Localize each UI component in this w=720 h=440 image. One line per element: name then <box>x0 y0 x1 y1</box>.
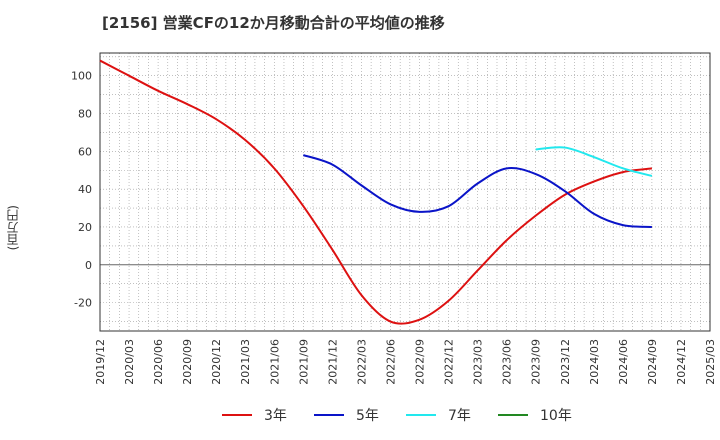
x-tick-label: 2024/03 <box>588 339 601 385</box>
chart-title: [2156] 営業CFの12か月移動合計の平均値の推移 <box>102 14 445 32</box>
x-tick-label: 2022/12 <box>443 339 456 385</box>
x-tick-label: 2021/03 <box>239 339 252 385</box>
x-tick-label: 2021/09 <box>297 339 310 385</box>
y-tick-label: 100 <box>71 70 92 83</box>
legend-label: 5年 <box>356 408 379 424</box>
x-tick-label: 2025/03 <box>704 339 717 385</box>
x-tick-label: 2022/06 <box>384 339 397 385</box>
plot-frame <box>99 52 711 332</box>
x-tick-label: 2020/09 <box>181 339 194 385</box>
legend-label: 10年 <box>540 408 572 424</box>
y-tick-label: 60 <box>78 145 92 158</box>
x-tick-label: 2023/03 <box>472 339 485 385</box>
series-line-1 <box>99 59 653 325</box>
y-tick-label: -20 <box>74 297 92 310</box>
legend-label: 7年 <box>448 408 471 424</box>
x-tick-label: 2021/12 <box>326 339 339 385</box>
x-tick-label: 2024/09 <box>646 339 659 385</box>
x-tick-label: 2019/12 <box>94 339 107 385</box>
y-tick-label: 40 <box>78 183 92 196</box>
legend-label: 3年 <box>264 408 287 424</box>
x-tick-label: 2024/12 <box>675 339 688 385</box>
x-tick-label: 2022/09 <box>414 339 427 385</box>
x-tick-label: 2023/09 <box>530 339 543 385</box>
y-tick-label: 80 <box>78 108 92 121</box>
plot-area <box>100 53 710 331</box>
x-tick-label: 2023/06 <box>501 339 514 385</box>
x-tick-label: 2024/06 <box>617 339 630 385</box>
x-tick-label: 2020/03 <box>123 339 136 385</box>
x-tick-label: 2021/06 <box>268 339 281 385</box>
x-tick-label: 2020/12 <box>210 339 223 385</box>
y-tick-label: 0 <box>85 259 92 272</box>
x-tick-label: 2023/12 <box>559 339 572 385</box>
x-tick-label: 2020/06 <box>152 339 165 385</box>
y-tick-label: 20 <box>78 221 92 234</box>
x-tick-label: 2022/03 <box>355 339 368 385</box>
